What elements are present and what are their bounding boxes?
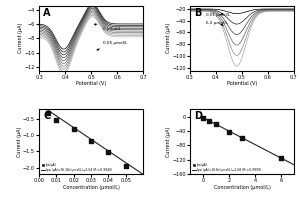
Point (200, 116, 205, 119)
Text: D: D (194, 111, 202, 121)
Text: C: C (43, 111, 50, 121)
Point (214, 123, 218, 126)
Point (45, 112, 50, 115)
Point (123, 164, 128, 168)
Y-axis label: Current (μA): Current (μA) (166, 127, 171, 157)
Point (279, 156, 283, 159)
Point (71, 128, 76, 131)
Point (106, 150, 111, 154)
X-axis label: Potential (V): Potential (V) (227, 81, 257, 86)
Text: 0.01 μmol/L: 0.01 μmol/L (206, 13, 230, 17)
Text: B: B (194, 8, 202, 18)
Point (240, 137, 244, 140)
Text: 6.2 μmol/L: 6.2 μmol/L (206, 21, 227, 25)
Legend: Ipa(μA), Ipa (μA)=18.8c(μmol/L)−2.68 (R²=0.9999): Ipa(μA), Ipa (μA)=18.8c(μmol/L)−2.68 (R²… (191, 162, 261, 172)
Legend: Ipa(μA), Ipa (μA)=36.18c(μmol/L)−0.04 (R²=0.9940): Ipa(μA), Ipa (μA)=36.18c(μmol/L)−0.04 (R… (40, 162, 112, 172)
Point (226, 130, 231, 133)
Point (88, 139, 93, 143)
Y-axis label: Current (μA): Current (μA) (16, 127, 22, 157)
X-axis label: Concentration (μmol/L): Concentration (μmol/L) (63, 185, 119, 190)
Point (54, 118, 59, 121)
X-axis label: Potential (V): Potential (V) (76, 81, 106, 86)
Y-axis label: Current (μA): Current (μA) (18, 23, 23, 53)
Y-axis label: Current (μA): Current (μA) (166, 23, 171, 53)
Text: 0 μmol/L: 0 μmol/L (94, 24, 121, 31)
X-axis label: Concentration (μmol/L): Concentration (μmol/L) (214, 185, 270, 190)
Text: A: A (43, 8, 51, 18)
Text: 0.05 μmol/L: 0.05 μmol/L (97, 41, 127, 50)
Point (207, 119, 212, 122)
